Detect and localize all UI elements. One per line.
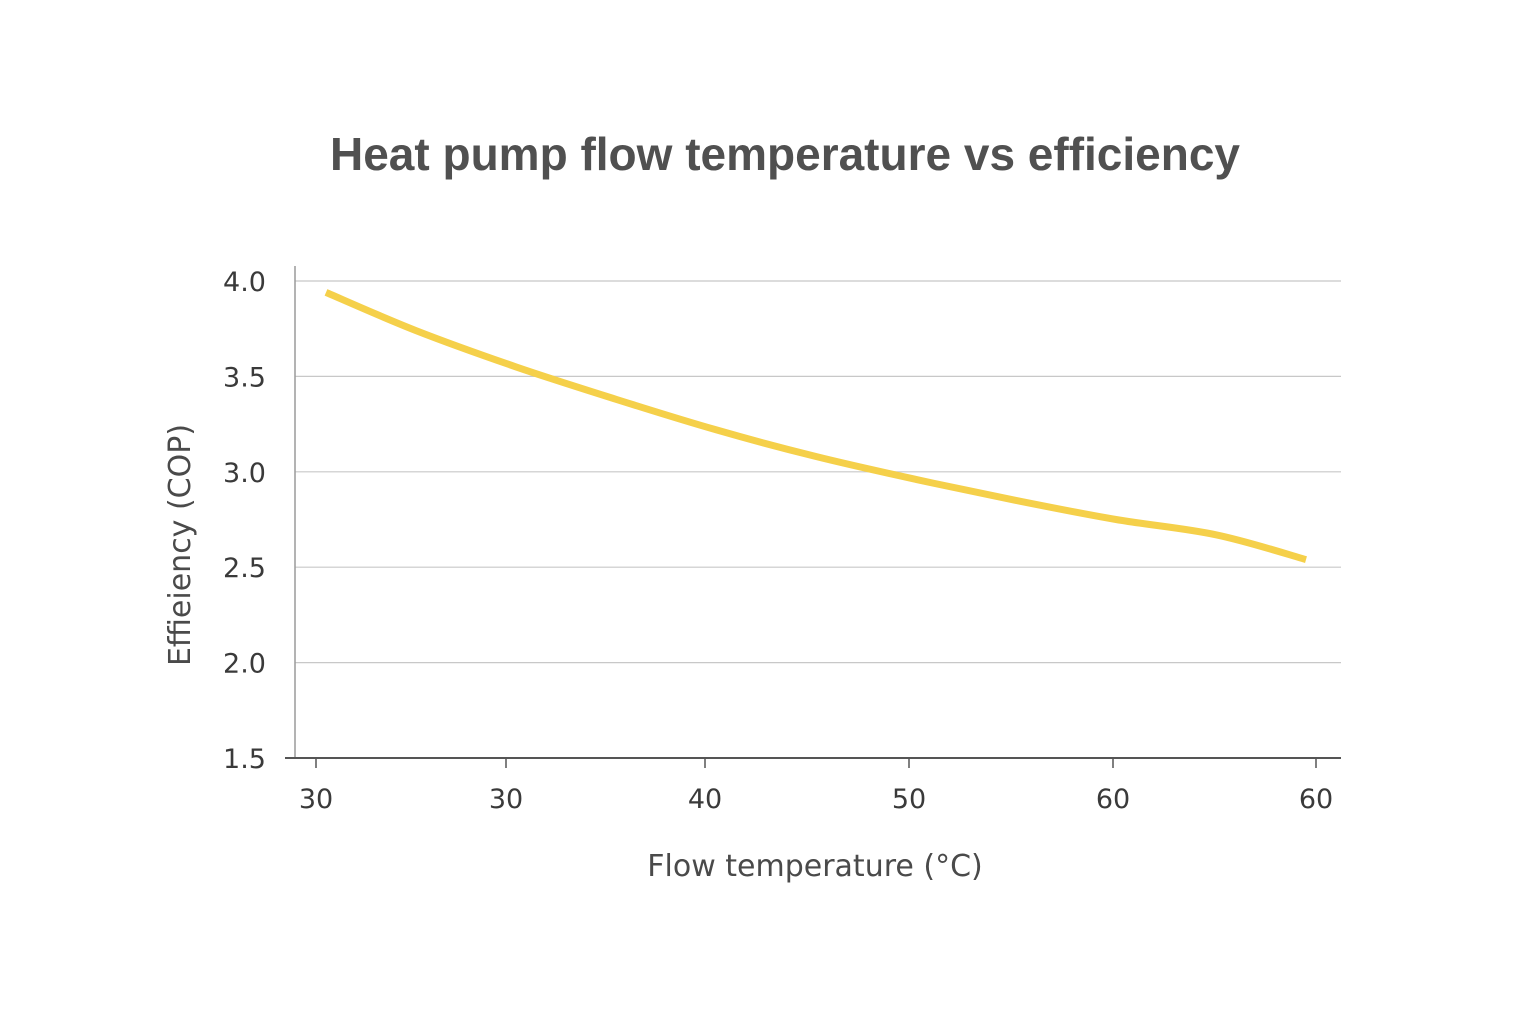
x-tick-label: 40 bbox=[688, 784, 722, 815]
chart-title: Heat pump flow temperature vs efficiency bbox=[330, 128, 1240, 180]
y-tick-label: 2.0 bbox=[223, 649, 266, 680]
y-tick-label: 4.0 bbox=[223, 267, 266, 298]
x-tick-label: 50 bbox=[892, 784, 926, 815]
x-tick-label: 30 bbox=[299, 784, 333, 815]
y-tick-label: 1.5 bbox=[223, 744, 266, 775]
x-tick-labels: 30 30 40 50 60 60 bbox=[299, 758, 1333, 815]
x-tick-label: 60 bbox=[1299, 784, 1333, 815]
x-axis-label: Flow temperature (°C) bbox=[647, 849, 982, 884]
y-tick-label: 3.5 bbox=[223, 362, 266, 393]
y-tick-label: 3.0 bbox=[223, 458, 266, 489]
gridlines bbox=[295, 280, 1341, 664]
y-axis-label: Effieiency (COP) bbox=[163, 424, 198, 666]
x-tick-label: 30 bbox=[489, 784, 523, 815]
series-line bbox=[324, 289, 1307, 563]
y-tick-label: 2.5 bbox=[223, 553, 266, 584]
x-tick-label: 60 bbox=[1096, 784, 1130, 815]
y-tick-labels: 1.5 2.0 2.5 3.0 3.5 4.0 bbox=[223, 267, 266, 775]
